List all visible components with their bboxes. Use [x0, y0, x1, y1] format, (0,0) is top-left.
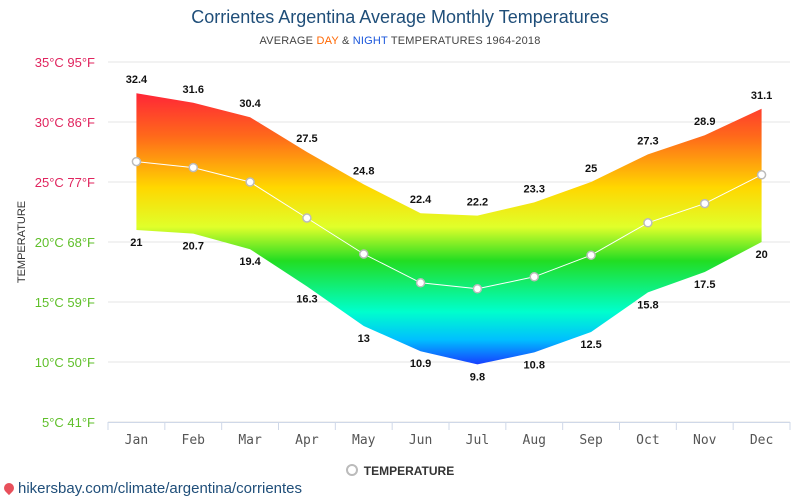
day-value-label: 22.4 — [410, 194, 432, 206]
subtitle-mid: & — [338, 35, 353, 47]
chart-title: Corrientes Argentina Average Monthly Tem… — [191, 7, 609, 27]
chart-legend[interactable]: TEMPERATURE — [0, 464, 800, 478]
temperature-point — [529, 272, 539, 282]
night-value-label: 17.5 — [694, 279, 715, 291]
day-value-label: 23.3 — [524, 183, 545, 195]
temperature-point — [472, 284, 483, 294]
y-tick-label: 15°C 59°F — [35, 295, 95, 310]
x-tick-label: Sep — [579, 433, 603, 448]
day-value-label: 32.4 — [126, 74, 148, 86]
temperature-point — [415, 278, 426, 288]
x-tick-label: Dec — [750, 433, 773, 448]
night-value-label: 21 — [130, 237, 142, 249]
subtitle-prefix: AVERAGE — [259, 35, 317, 47]
y-tick-label: 30°C 86°F — [35, 115, 95, 130]
day-value-label: 28.9 — [694, 116, 715, 128]
source-url: hikersbay.com/climate/argentina/corrient… — [18, 480, 303, 497]
x-tick-label: Nov — [693, 433, 717, 448]
temperature-point — [700, 198, 710, 209]
night-value-label: 13 — [358, 333, 370, 345]
night-value-label: 12.5 — [580, 339, 601, 351]
temperature-point — [302, 213, 312, 223]
night-value-label: 19.4 — [239, 256, 261, 268]
x-tick-label: Apr — [295, 433, 319, 448]
day-value-label: 22.2 — [467, 197, 488, 209]
y-tick-label: 10°C 50°F — [35, 355, 95, 370]
temperature-band-area — [136, 93, 762, 365]
subtitle-suffix: TEMPERATURES 1964-2018 — [387, 35, 541, 47]
y-tick-label: 5°C 41°F — [42, 415, 95, 430]
day-value-label: 30.4 — [239, 98, 261, 110]
legend-marker-icon — [345, 464, 358, 476]
y-tick-label: 20°C 68°F — [35, 235, 95, 250]
source-link[interactable]: hikersbay.com/climate/argentina/corrient… — [1, 480, 303, 497]
night-value-label: 10.8 — [524, 359, 545, 371]
x-tick-label: Feb — [182, 433, 206, 448]
x-tick-label: Aug — [523, 433, 546, 448]
legend-label: TEMPERATURE — [363, 464, 455, 478]
x-tick-label: Jun — [409, 433, 432, 448]
temperature-line — [136, 161, 762, 290]
temperature-point — [359, 249, 369, 259]
y-tick-label: 25°C 77°F — [35, 175, 95, 190]
temperature-point — [188, 162, 198, 173]
subtitle-night: NIGHT — [352, 35, 388, 47]
temperature-point — [586, 250, 596, 260]
night-value-label: 10.9 — [410, 358, 431, 370]
y-axis-label: TEMPERATURE — [16, 201, 28, 283]
x-tick-label: Oct — [636, 433, 659, 448]
night-value-label: 20 — [755, 249, 767, 261]
chart-subtitle: AVERAGE DAY & NIGHT TEMPERATURES 1964-20… — [0, 35, 800, 47]
location-pin-icon — [1, 480, 17, 496]
day-value-label: 27.5 — [296, 133, 317, 145]
night-value-label: 16.3 — [296, 293, 317, 305]
x-tick-label: Jul — [466, 433, 489, 448]
day-value-label: 31.6 — [183, 84, 204, 96]
day-value-label: 25 — [585, 163, 597, 175]
night-value-label: 20.7 — [183, 241, 204, 253]
night-value-label: 9.8 — [470, 371, 485, 383]
day-value-label: 24.8 — [353, 165, 374, 177]
temperature-point — [756, 170, 767, 180]
x-tick-label: Mar — [238, 433, 262, 448]
day-value-label: 27.3 — [637, 135, 658, 147]
y-tick-label: 35°C 95°F — [35, 55, 95, 70]
day-value-label: 31.1 — [751, 90, 772, 102]
night-value-label: 15.8 — [637, 299, 658, 311]
subtitle-day: DAY — [316, 35, 339, 47]
x-tick-label: May — [352, 433, 376, 448]
temperature-point — [643, 218, 653, 228]
temperature-point — [131, 156, 142, 167]
temperature-point — [245, 177, 255, 187]
x-tick-label: Jan — [125, 433, 148, 448]
